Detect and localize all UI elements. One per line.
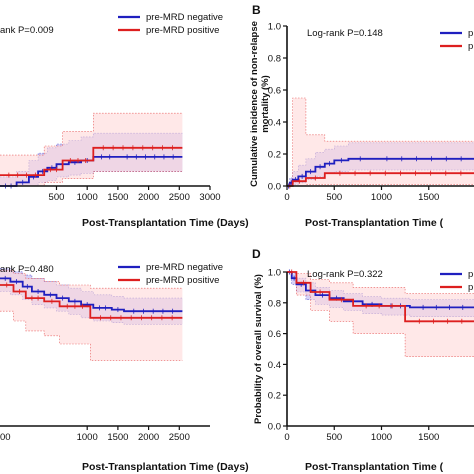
y-axis-label-line: Cumulative incidence of non-relapse xyxy=(249,21,260,187)
x-axis-label: Post-Transplantation Time (Days) xyxy=(82,461,249,473)
legend-label-negative: pre-MRD negative xyxy=(146,262,223,273)
x-tick-label: 1000 xyxy=(77,192,98,203)
x-tick-label: 1000 xyxy=(371,432,392,443)
x-tick-label: 0 xyxy=(284,192,289,203)
x-tick-label: 500 xyxy=(49,192,65,203)
y-tick-label: 0.6 xyxy=(268,86,281,97)
y-axis-label: Probability of overall survival (%) xyxy=(253,274,264,424)
x-tick-label: 1500 xyxy=(107,432,128,443)
panel-a: 500 1000 1500 2000 2500 3000 Post-Transplantat… xyxy=(0,12,249,229)
series-line-positive xyxy=(0,146,183,176)
x-axis-label: Post-Transplantation Time ( xyxy=(305,217,444,229)
ci-lower-positive xyxy=(0,310,183,361)
y-tick-label: 0.0 xyxy=(268,422,281,433)
y-axis-label-line: mortality (%) xyxy=(260,75,271,133)
y-tick-label: 0.2 xyxy=(268,391,281,402)
y-tick-label: 0.4 xyxy=(268,118,281,129)
x-tick-label: 2000 xyxy=(138,192,159,203)
x-tick-label: 0 xyxy=(284,432,289,443)
x-tick-label: 1000 xyxy=(371,192,392,203)
legend-label-negative: p xyxy=(468,28,473,39)
panel-c: 1000 1500 2000 2500 00 Post-Transplantation T… xyxy=(0,262,249,473)
panel-label: B xyxy=(252,3,261,17)
x-tick-label: 1500 xyxy=(418,432,439,443)
legend-label-positive: p xyxy=(468,41,473,52)
logrank-annotation: Log-rank P=0.148 xyxy=(307,28,383,39)
logrank-annotation: Log-rank P=0.322 xyxy=(307,269,383,280)
y-tick-label: 0.2 xyxy=(268,150,281,161)
y-tick-label: 0.4 xyxy=(268,360,281,371)
y-tick-label: 0.0 xyxy=(268,182,281,193)
series-line-positive xyxy=(287,271,474,323)
legend-label-positive: pre-MRD positive xyxy=(146,25,219,36)
legend-label-positive: pre-MRD positive xyxy=(146,275,219,286)
x-axis-label: Post-Transplantation Time (Days) xyxy=(82,217,249,229)
y-tick-label: 0.6 xyxy=(268,329,281,340)
legend-label-negative: pre-MRD negative xyxy=(146,12,223,23)
logrank-annotation: ank P=0.480 xyxy=(0,264,54,275)
panel-d: 0 500 1000 1500 0.0 0.2 0.4 0.6 0.8 1.0 Probabilit… xyxy=(252,247,474,473)
ci-upper-positive xyxy=(287,271,474,294)
x-tick-label: 2500 xyxy=(169,432,190,443)
ci-upper-positive xyxy=(0,112,183,156)
x-tick-label: 3000 xyxy=(199,192,220,203)
ci-upper-positive xyxy=(0,269,183,289)
y-tick-label: 1.0 xyxy=(268,22,281,33)
ci-lower-positive xyxy=(287,271,474,357)
x-tick-label: 2000 xyxy=(138,432,159,443)
x-tick-label: 1000 xyxy=(77,432,98,443)
logrank-annotation: ank P=0.009 xyxy=(0,25,54,36)
series-line-positive xyxy=(0,284,183,319)
x-tick-label: 1500 xyxy=(418,192,439,203)
x-tick-label: 1500 xyxy=(107,192,128,203)
x-tick-label: 500 xyxy=(326,192,342,203)
panel-label: D xyxy=(252,247,261,261)
legend-label-positive: p xyxy=(468,282,473,293)
ci-band-positive xyxy=(0,113,183,186)
y-tick-label: 0.8 xyxy=(268,298,281,309)
y-axis-label: Cumulative incidence of non-relapsemorta… xyxy=(249,21,271,187)
ci-band-positive xyxy=(287,272,474,357)
x-tick-label: 00 xyxy=(0,432,11,443)
y-tick-label: 1.0 xyxy=(268,268,281,279)
y-tick-label: 0.8 xyxy=(268,54,281,65)
x-tick-label: 500 xyxy=(326,432,342,443)
x-tick-label: 2500 xyxy=(169,192,190,203)
legend-label-negative: p xyxy=(468,269,473,280)
x-axis-label: Post-Transplantation Time ( xyxy=(305,461,444,473)
panel-b: 0 500 1000 15000.00.20.40.60.81.0Cumulative… xyxy=(249,3,474,229)
